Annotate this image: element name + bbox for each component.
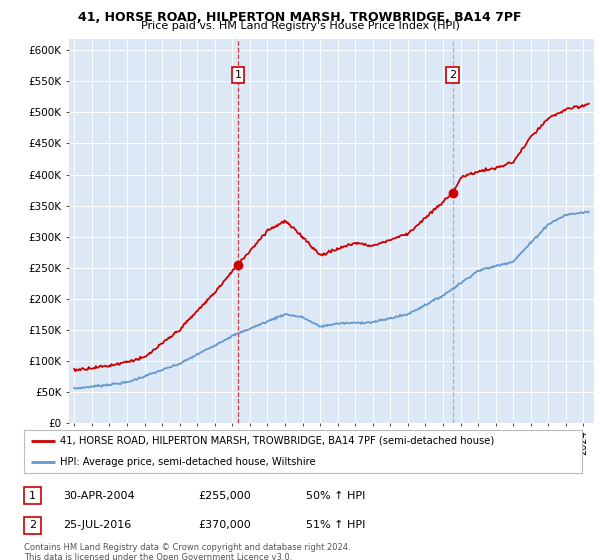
Text: 51% ↑ HPI: 51% ↑ HPI	[306, 520, 365, 530]
Text: 1: 1	[235, 70, 242, 80]
Text: HPI: Average price, semi-detached house, Wiltshire: HPI: Average price, semi-detached house,…	[60, 458, 316, 468]
Text: This data is licensed under the Open Government Licence v3.0.: This data is licensed under the Open Gov…	[24, 553, 292, 560]
Text: 41, HORSE ROAD, HILPERTON MARSH, TROWBRIDGE, BA14 7PF: 41, HORSE ROAD, HILPERTON MARSH, TROWBRI…	[78, 11, 522, 24]
Text: 2: 2	[29, 520, 36, 530]
Text: 30-APR-2004: 30-APR-2004	[63, 491, 134, 501]
Text: Price paid vs. HM Land Registry's House Price Index (HPI): Price paid vs. HM Land Registry's House …	[140, 21, 460, 31]
Text: 50% ↑ HPI: 50% ↑ HPI	[306, 491, 365, 501]
Text: 1: 1	[29, 491, 36, 501]
Text: 25-JUL-2016: 25-JUL-2016	[63, 520, 131, 530]
Text: 41, HORSE ROAD, HILPERTON MARSH, TROWBRIDGE, BA14 7PF (semi-detached house): 41, HORSE ROAD, HILPERTON MARSH, TROWBRI…	[60, 436, 494, 446]
Text: £370,000: £370,000	[198, 520, 251, 530]
Text: £255,000: £255,000	[198, 491, 251, 501]
Text: Contains HM Land Registry data © Crown copyright and database right 2024.: Contains HM Land Registry data © Crown c…	[24, 543, 350, 552]
Text: 2: 2	[449, 70, 457, 80]
